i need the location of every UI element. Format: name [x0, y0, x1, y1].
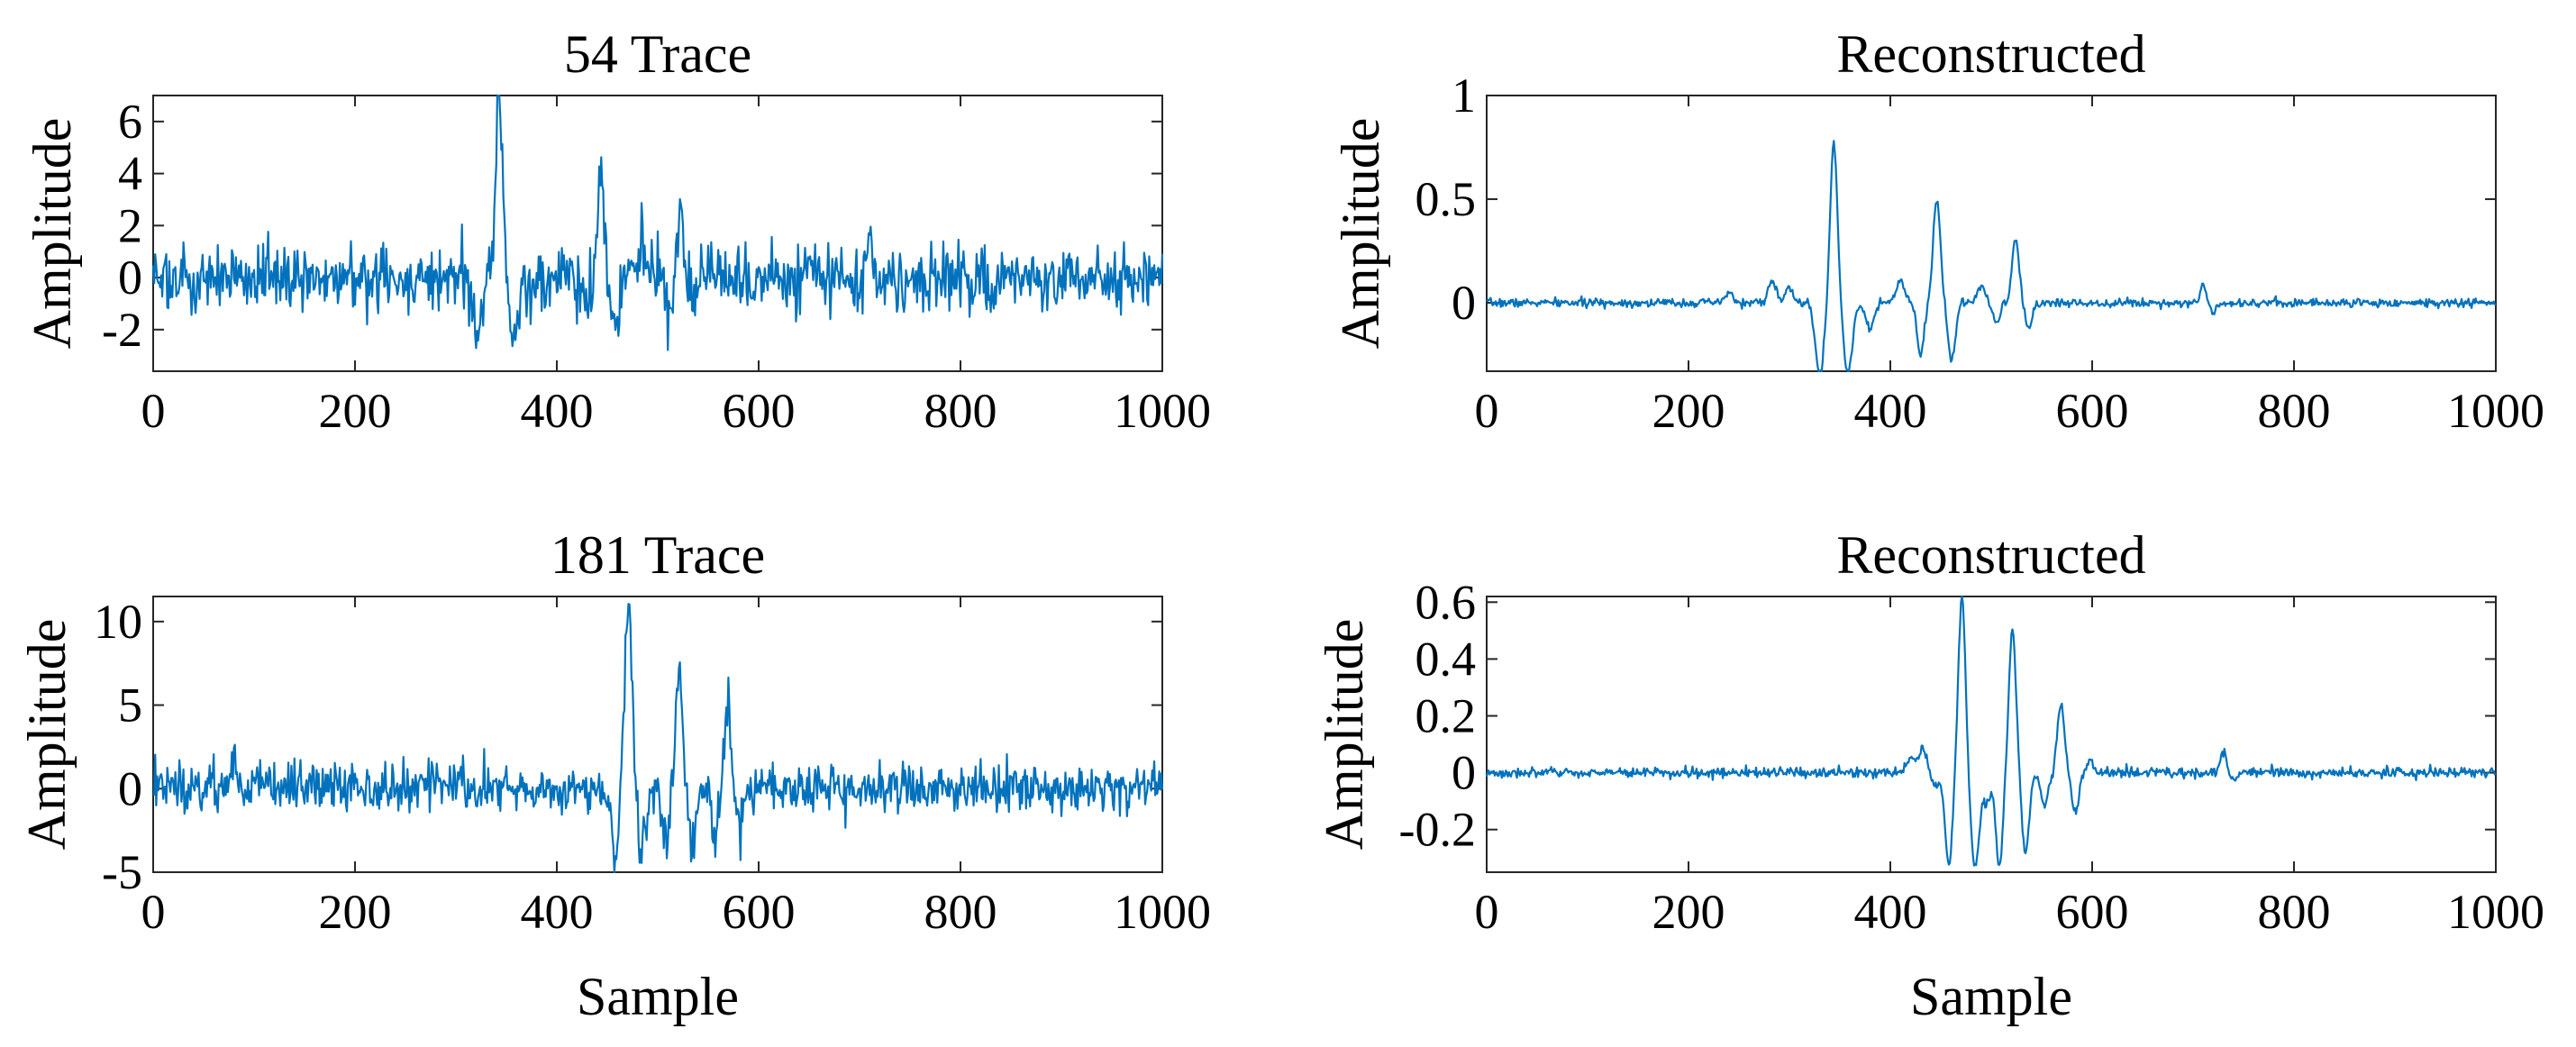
x-tick-label: 200 — [319, 384, 392, 438]
x-tick-label: 1000 — [1114, 885, 1211, 939]
y-tick-label: 6 — [118, 95, 142, 149]
y-tick-label: 2 — [118, 198, 142, 252]
x-tick-label: 400 — [1854, 384, 1927, 438]
x-tick-label: 600 — [2056, 384, 2129, 438]
y-tick-label: -2 — [102, 303, 142, 357]
y-tick-label: -0.2 — [1399, 803, 1476, 857]
x-tick-label: 400 — [521, 384, 594, 438]
x-tick-label: 200 — [319, 885, 392, 939]
trace-line-reconstructed-bottom — [1485, 595, 2497, 867]
trace-line-181 — [152, 603, 1164, 874]
y-tick-label: 1 — [1452, 68, 1476, 123]
panel-reconstructed-bottom: 0 200 400 600 800 1000-0.200.20.40.6 Reconstr… — [1315, 525, 2544, 1026]
x-tick-label: 1000 — [2447, 384, 2544, 438]
y-tick-label: 0.2 — [1415, 688, 1477, 742]
x-tick-label: 200 — [1652, 885, 1725, 939]
plot-area-181-trace — [152, 596, 1163, 873]
x-tick-label: 1000 — [2447, 885, 2544, 939]
chart-title-54-trace: 54 Trace — [564, 24, 751, 84]
chart-title-reconstructed-bottom: Reconstructed — [1836, 525, 2145, 585]
x-axis-label-reconstructed-bottom: Sample — [1910, 967, 2072, 1026]
y-tick-label: 0.5 — [1415, 172, 1477, 226]
plot-area-reconstructed-top — [1486, 95, 2497, 372]
ticks-reconstructed-top: 0 200 400 600 800 1000 0 0.5 1 — [1415, 68, 2545, 438]
x-tick-label: 800 — [2258, 384, 2331, 438]
x-tick-label: 400 — [521, 885, 594, 939]
chart-title-181-trace: 181 Trace — [551, 525, 765, 585]
x-tick-label: 400 — [1854, 885, 1927, 939]
y-axis-label-54-trace: Amplitude — [23, 118, 82, 350]
y-tick-label: 0 — [1452, 746, 1476, 800]
x-tick-label: 1000 — [1114, 384, 1211, 438]
trace-line-reconstructed-top — [1486, 140, 2497, 373]
y-tick-label: -5 — [102, 845, 142, 899]
x-tick-label: 0 — [1475, 885, 1499, 939]
y-tick-label: 5 — [118, 678, 142, 733]
ticks-reconstructed-bottom: 0 200 400 600 800 1000-0.200.20.40.6 — [1399, 575, 2544, 939]
plot-area-reconstructed-bottom — [1486, 596, 2497, 873]
x-tick-label: 200 — [1652, 384, 1725, 438]
y-tick-label: 0.6 — [1415, 575, 1477, 629]
panel-reconstructed-top: 0 200 400 600 800 1000 0 0.5 1 Reconstructed Amp… — [1331, 24, 2544, 438]
y-tick-label: 4 — [118, 147, 142, 201]
x-tick-label: 0 — [141, 384, 166, 438]
y-axis-label-181-trace: Amplitude — [17, 619, 77, 851]
x-tick-label: 600 — [723, 384, 796, 438]
x-tick-label: 600 — [2056, 885, 2129, 939]
x-tick-label: 800 — [924, 384, 997, 438]
x-tick-label: 0 — [1475, 384, 1499, 438]
y-tick-label: 0 — [118, 250, 142, 305]
y-tick-label: 0 — [118, 761, 142, 815]
y-axis-label-reconstructed-bottom: Amplitude — [1315, 619, 1374, 851]
y-tick-label: 0.4 — [1415, 632, 1477, 686]
chart-title-reconstructed-top: Reconstructed — [1836, 24, 2145, 84]
x-tick-label: 800 — [924, 885, 997, 939]
y-tick-label: 10 — [94, 595, 142, 649]
x-tick-label: 600 — [723, 885, 796, 939]
trace-line-54 — [151, 94, 1164, 351]
x-axis-label-181-trace: Sample — [577, 967, 739, 1026]
x-tick-label: 0 — [141, 885, 166, 939]
x-tick-label: 800 — [2258, 885, 2331, 939]
y-tick-label: 0 — [1452, 276, 1476, 330]
y-axis-label-reconstructed-top: Amplitude — [1331, 118, 1390, 350]
